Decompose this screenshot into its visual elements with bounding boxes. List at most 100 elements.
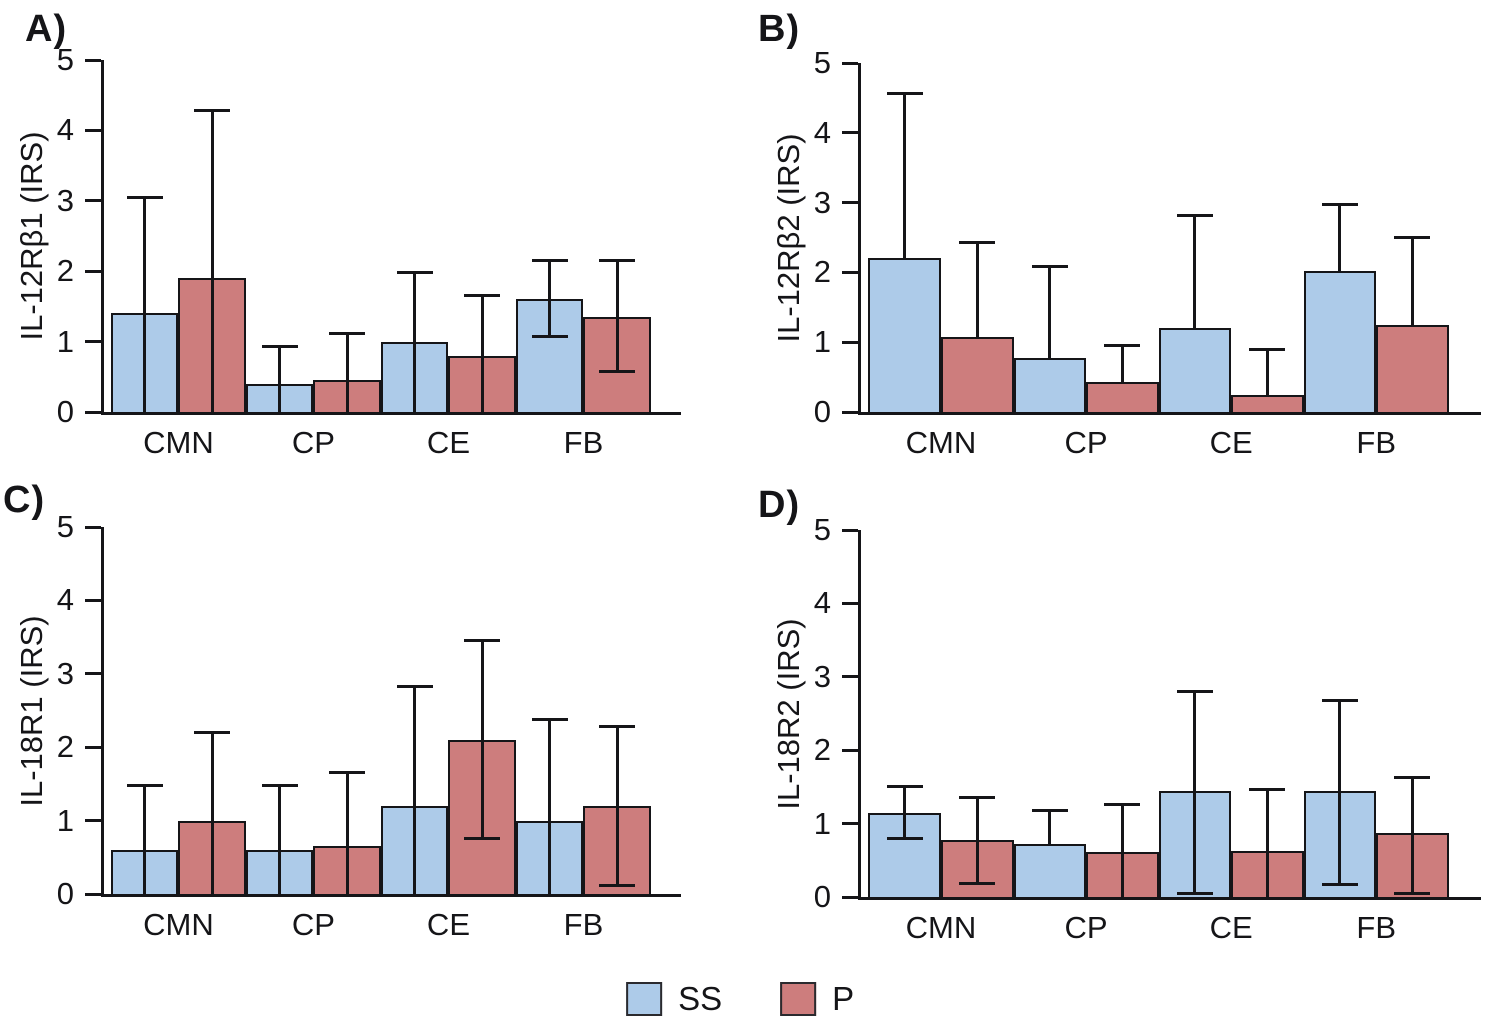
y-tick-label: 0 bbox=[56, 876, 74, 911]
bar-b-ce-p bbox=[1231, 395, 1304, 412]
error-bar-line bbox=[548, 259, 552, 339]
y-tick bbox=[85, 672, 101, 676]
error-bar-cap-top bbox=[1104, 803, 1141, 807]
y-tick bbox=[842, 340, 858, 344]
error-bar-cap-top bbox=[1321, 698, 1358, 702]
legend-label-p: P bbox=[832, 980, 855, 1017]
x-category-label-c-fb: FB bbox=[563, 907, 604, 942]
y-tick bbox=[842, 201, 858, 205]
x-category-label-a-ce: CE bbox=[426, 425, 471, 460]
error-bar-cap-top bbox=[126, 783, 163, 787]
error-bar-cap-bottom bbox=[1394, 891, 1431, 895]
error-bar-cap-top bbox=[261, 345, 298, 349]
y-tick-label: 3 bbox=[56, 182, 74, 218]
x-category-label-d-fb: FB bbox=[1356, 910, 1397, 945]
x-category-label-c-cp: CP bbox=[291, 907, 335, 942]
error-bar-line bbox=[413, 684, 417, 894]
y-tick-label: 4 bbox=[56, 582, 74, 618]
legend-label-ss: SS bbox=[678, 980, 723, 1017]
y-tick bbox=[842, 748, 858, 752]
error-bar-cap-top bbox=[1031, 265, 1068, 269]
error-bar-line bbox=[1265, 348, 1269, 396]
error-bar-cap-top bbox=[464, 639, 501, 643]
y-tick bbox=[85, 819, 101, 823]
y-axis-label-c: IL-18R1 (IRS) bbox=[14, 614, 49, 807]
y-tick-label: 0 bbox=[813, 879, 831, 914]
error-bar-cap-bottom bbox=[1176, 891, 1213, 895]
x-category-label-a-cmn: CMN bbox=[143, 425, 214, 460]
error-bar-cap-top bbox=[1394, 775, 1431, 779]
error-bar-line bbox=[1120, 344, 1124, 382]
error-bar-cap-bottom bbox=[599, 883, 636, 887]
y-tick-label: 3 bbox=[813, 184, 831, 220]
legend-swatch-ss bbox=[626, 982, 663, 1016]
error-bar-cap-top bbox=[886, 785, 923, 789]
y-tick bbox=[842, 822, 858, 826]
bar-b-fb-p bbox=[1376, 324, 1449, 412]
bar-d-cmn-ss bbox=[868, 812, 941, 897]
y-tick-label: 5 bbox=[813, 45, 831, 80]
x-category-label-b-cmn: CMN bbox=[905, 425, 977, 460]
bar-b-cmn-p bbox=[940, 336, 1014, 412]
error-bar-cap-top bbox=[464, 293, 501, 297]
y-tick bbox=[85, 598, 101, 602]
panel-label-a: A) bbox=[25, 8, 68, 50]
x-category-label-d-cp: CP bbox=[1064, 910, 1108, 945]
y-axis-label-a: IL-12Rβ1 (IRS) bbox=[14, 131, 49, 341]
y-tick bbox=[842, 601, 858, 605]
error-bar-line bbox=[1193, 213, 1197, 329]
y-tick bbox=[85, 892, 101, 896]
error-bar-line bbox=[210, 731, 214, 894]
panel-label-d: D) bbox=[758, 484, 801, 526]
x-category-label-d-cmn: CMN bbox=[905, 910, 977, 945]
x-category-label-b-ce: CE bbox=[1209, 425, 1253, 460]
error-bar-line bbox=[1410, 775, 1414, 895]
error-bar-line bbox=[210, 109, 214, 412]
y-tick bbox=[85, 128, 101, 132]
y-tick bbox=[85, 525, 101, 529]
y-tick bbox=[85, 745, 101, 749]
error-bar-cap-top bbox=[329, 771, 366, 775]
error-bar-cap-top bbox=[194, 731, 231, 735]
y-tick-label: 4 bbox=[56, 112, 74, 148]
y-tick-label: 1 bbox=[56, 323, 74, 359]
y-axis-label-d: IL-18R2 (IRS) bbox=[771, 617, 806, 810]
bar-b-cp-ss bbox=[1013, 357, 1087, 412]
error-bar-cap-top bbox=[261, 783, 298, 787]
error-bar-cap-bottom bbox=[1321, 883, 1358, 886]
y-tick-label: 3 bbox=[56, 655, 74, 691]
panel-label-c: C) bbox=[3, 479, 46, 521]
error-bar-line bbox=[903, 92, 907, 259]
error-bar-cap-top bbox=[959, 241, 996, 244]
plot-area-a: 0 1 2 3 4 5 CMN CP CE FB bbox=[57, 42, 681, 460]
y-tick-label: 0 bbox=[813, 394, 831, 429]
y-tick bbox=[85, 410, 101, 414]
plot-area-d: 0 1 2 3 4 5 CMN CP CE FB bbox=[814, 512, 1481, 945]
error-bar-line bbox=[413, 271, 417, 412]
error-bar-cap-bottom bbox=[959, 881, 996, 885]
x-category-label-c-cmn: CMN bbox=[143, 907, 214, 942]
error-bar-line bbox=[1048, 265, 1052, 358]
error-bar-cap-top bbox=[1176, 213, 1213, 217]
y-tick bbox=[842, 410, 858, 414]
error-bar-line bbox=[1338, 698, 1342, 886]
legend-item-p: P bbox=[780, 980, 854, 1018]
error-bar-line bbox=[615, 725, 619, 887]
error-bar-cap-top bbox=[1321, 202, 1358, 206]
y-tick-label: 5 bbox=[56, 509, 74, 544]
y-tick bbox=[85, 269, 101, 273]
bar-b-ce-ss bbox=[1158, 328, 1232, 412]
error-bar-line bbox=[1120, 803, 1124, 897]
y-tick-label: 4 bbox=[813, 585, 831, 621]
bar-b-cmn-ss bbox=[868, 258, 941, 412]
error-bar-cap-top bbox=[396, 271, 433, 275]
bar-b-fb-ss bbox=[1303, 271, 1377, 412]
error-bar-cap-top bbox=[1249, 348, 1286, 352]
error-bar-line bbox=[903, 785, 907, 840]
y-tick-label: 1 bbox=[813, 805, 831, 841]
error-bar-cap-top bbox=[396, 684, 433, 688]
error-bar-cap-top bbox=[531, 259, 568, 263]
plot-area-b: 0 1 2 3 4 5 CMN CP CE FB bbox=[814, 45, 1481, 460]
y-tick bbox=[842, 528, 858, 532]
